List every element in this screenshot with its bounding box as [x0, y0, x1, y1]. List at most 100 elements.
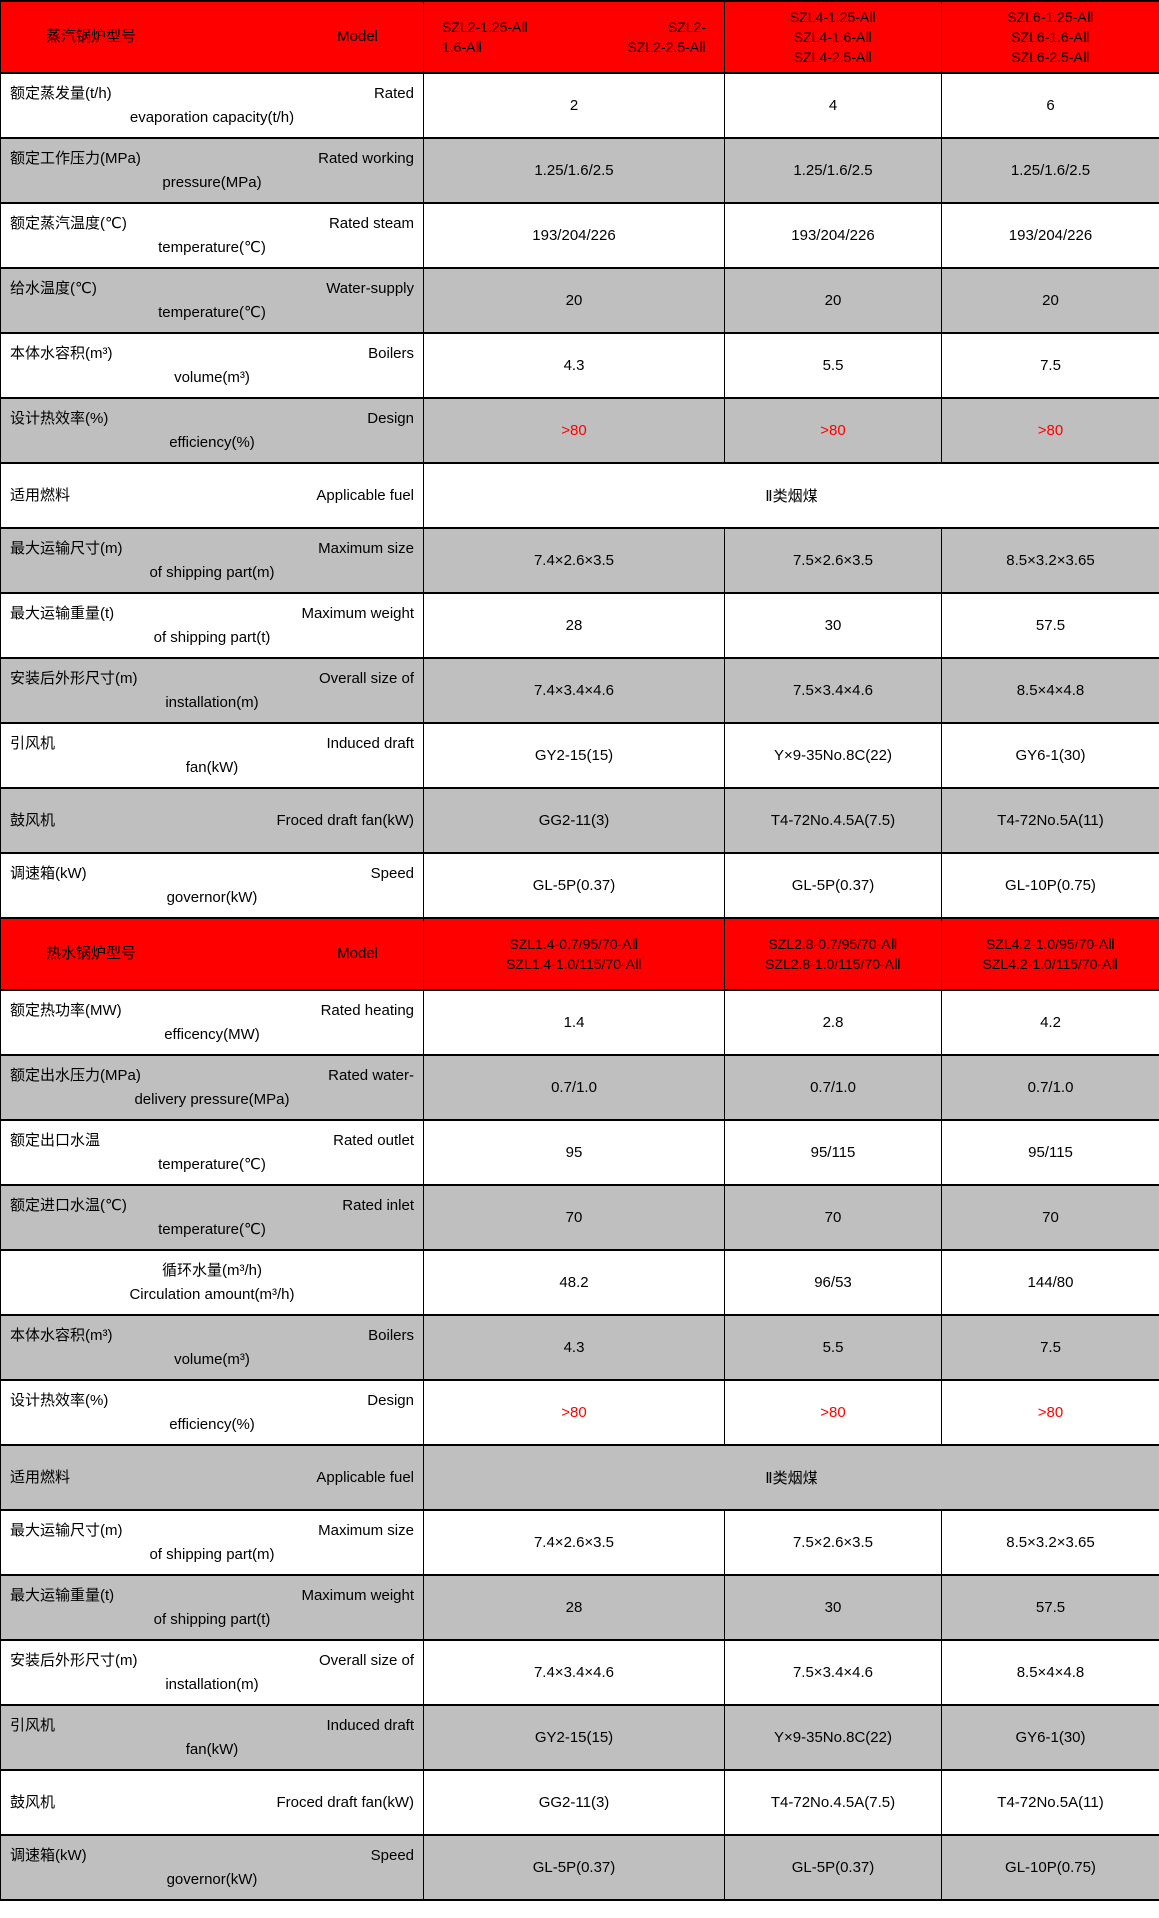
fuel-value: Ⅱ类烟煤 [423, 1444, 1159, 1511]
spec-value: GG2-11(3) [423, 1769, 725, 1836]
row-label-zh: 调速箱(kW) [10, 1846, 87, 1864]
row-label-line1: 本体水容积(m³) Boilers [2, 342, 423, 366]
row-label: 额定工作压力(MPa) Rated working pressure(MPa) [0, 137, 424, 204]
row-label-line1: 调速箱(kW) Speed [2, 1844, 423, 1868]
row-label-en2: delivery pressure(MPa) [134, 1090, 290, 1108]
row-label-zh: 额定蒸汽温度(℃) [10, 214, 127, 232]
row-label-en: Rated working [318, 149, 414, 167]
table-row: 额定出水压力(MPa) Rated water-delivery pressure… [0, 1054, 1159, 1121]
row-label-en: Overall size of [318, 1651, 414, 1669]
spec-value: 70 [941, 1184, 1159, 1251]
spec-value: 4 [724, 72, 942, 139]
row-label-zh: 额定出口水温 [10, 1131, 101, 1149]
spec-value: 4.3 [423, 1314, 725, 1381]
table-row: 最大运输尺寸(m) Maximum size of shipping part(m)… [0, 1509, 1159, 1576]
spec-value: 144/80 [941, 1249, 1159, 1316]
table-row: 鼓风机 Froced draft fan(kW) GG2-11(3) T4-72No.… [0, 787, 1159, 854]
table-row: 调速箱(kW) Speed governor(kW) GL-5P(0.37) GL-5P… [0, 1834, 1159, 1901]
row-label-en: Froced draft fan(kW) [276, 1793, 414, 1811]
row-label-en: Rated steam [328, 214, 414, 232]
row-label-line1: 设计热效率(%) Design [2, 1389, 423, 1413]
row-label-en2: of shipping part(m) [149, 563, 275, 581]
spec-value: T4-72No.4.5A(7.5) [724, 1769, 942, 1836]
row-label: 额定出口水温 Rated outlet temperature(℃) [0, 1119, 424, 1186]
model-text: SZL2- [667, 19, 706, 35]
spec-value: 7.4×2.6×3.5 [423, 527, 725, 594]
row-label-zh: 本体水容积(m³) [10, 1326, 113, 1344]
row-label-zh: 最大运输尺寸(m) [10, 539, 123, 557]
row-label-en2: installation(m) [165, 1675, 259, 1693]
row-label-line1: 鼓风机 Froced draft fan(kW) [2, 809, 423, 833]
spec-value: GY6-1(30) [941, 1704, 1159, 1771]
row-label-zh: 额定蒸发量(t/h) [10, 84, 112, 102]
table-row: 给水温度(℃) Water-supply temperature(℃) 20 20 20 [0, 267, 1159, 334]
row-label-line1: 最大运输重量(t) Maximum weight [2, 1584, 423, 1608]
table-row: 安装后外形尺寸(m) Overall size of installation(m)… [0, 657, 1159, 724]
row-label-en: Rated water- [328, 1066, 414, 1084]
row-label: 额定进口水温(℃) Rated inlet temperature(℃) [0, 1184, 424, 1251]
spec-value: 193/204/226 [724, 202, 942, 269]
spec-value: 0.7/1.0 [724, 1054, 942, 1121]
row-label: 最大运输重量(t) Maximum weight of shipping part(… [0, 592, 424, 659]
model-text: SZL6-1.25-AⅡ [1007, 9, 1094, 25]
spec-value: >80 [941, 397, 1159, 464]
row-label-en: Induced draft [326, 734, 414, 752]
row-label-en: Boilers [368, 344, 414, 362]
section-title-en: Model [337, 945, 378, 962]
table-row: 引风机 Induced draft fan(kW) GY2-15(15) Y×9-35N… [0, 722, 1159, 789]
table-row: 额定工作压力(MPa) Rated working pressure(MPa) 1.2… [0, 137, 1159, 204]
spec-value: 95 [423, 1119, 725, 1186]
row-label-zh: 额定热功率(MW) [10, 1001, 122, 1019]
row-label-line1: 安装后外形尺寸(m) Overall size of [2, 667, 423, 691]
spec-value: 8.5×3.2×3.65 [941, 1509, 1159, 1576]
row-label-zh: 调速箱(kW) [10, 864, 87, 882]
row-label: 额定热功率(MW) Rated heating efficency(MW) [0, 989, 424, 1056]
model-header-cell: SZL2-1.25-AⅡ SZL2- 1.6-AⅡ SZL2-2.5-AⅡ [423, 0, 725, 74]
row-label-line1: 额定蒸汽温度(℃) Rated steam [2, 212, 423, 236]
spec-value: 8.5×4×4.8 [941, 1639, 1159, 1706]
model-text: SZL4.2-1.0/115/70-AⅡ [982, 956, 1119, 972]
table-row: 循环水量(m³/h) Circulation amount(m³/h) 48.2 96… [0, 1249, 1159, 1316]
row-label-en2: governor(kW) [166, 888, 258, 906]
row-label-line1: 额定进口水温(℃) Rated inlet [2, 1194, 423, 1218]
row-label-en2: efficiency(%) [169, 433, 255, 451]
spec-value: GY2-15(15) [423, 722, 725, 789]
row-label-line1: 给水温度(℃) Water-supply [2, 277, 423, 301]
model-header-cell: SZL4-1.25-AⅡ SZL4-1.6-AⅡ SZL4-2.5-AⅡ [724, 0, 942, 74]
table-row: 额定蒸发量(t/h) Rated evaporation capacity(t/h)… [0, 72, 1159, 139]
table-row: 调速箱(kW) Speed governor(kW) GL-5P(0.37) GL-5P… [0, 852, 1159, 919]
model-text: SZL6-2.5-AⅡ [1011, 49, 1090, 65]
table-row: 额定热功率(MW) Rated heating efficency(MW) 1.4 2.… [0, 989, 1159, 1056]
model-text: SZL1.4-1.0/115/70-AⅡ [506, 956, 642, 972]
row-label-line1: 本体水容积(m³) Boilers [2, 1324, 423, 1348]
spec-value: 7.5×2.6×3.5 [724, 527, 942, 594]
row-label-en2: Circulation amount(m³/h) [129, 1285, 295, 1303]
table-row: 本体水容积(m³) Boilers volume(m³) 4.3 5.5 7.5 [0, 332, 1159, 399]
spec-value: 28 [423, 592, 725, 659]
spec-value: 20 [941, 267, 1159, 334]
model-text: SZL4-2.5-AⅡ [793, 49, 873, 65]
row-label-en2: fan(kW) [185, 1740, 239, 1758]
row-label-line1: 额定热功率(MW) Rated heating [2, 999, 423, 1023]
spec-value: 2 [423, 72, 725, 139]
row-label-zh: 适用燃料 [10, 486, 71, 504]
row-label-zh: 额定进口水温(℃) [10, 1196, 127, 1214]
section-header-label: 蒸汽锅炉型号 Model [0, 0, 424, 74]
spec-value: 193/204/226 [423, 202, 725, 269]
row-label-zh: 设计热效率(%) [10, 1391, 109, 1409]
spec-value: 7.5 [941, 332, 1159, 399]
spec-value: 20 [423, 267, 725, 334]
spec-value: 20 [724, 267, 942, 334]
row-label-zh: 最大运输重量(t) [10, 604, 115, 622]
spec-value: 8.5×4×4.8 [941, 657, 1159, 724]
row-label-en: Rated inlet [342, 1196, 414, 1214]
row-label-line1: 引风机 Induced draft [2, 1714, 423, 1738]
row-label: 鼓风机 Froced draft fan(kW) [0, 1769, 424, 1836]
spec-value: 6 [941, 72, 1159, 139]
spec-value: 7.5×3.4×4.6 [724, 1639, 942, 1706]
row-label-zh: 引风机 [10, 1716, 56, 1734]
model-line: SZL2-1.25-AⅡ SZL2- [425, 17, 724, 37]
row-label-en2: efficiency(%) [169, 1415, 255, 1433]
spec-value: GY2-15(15) [423, 1704, 725, 1771]
